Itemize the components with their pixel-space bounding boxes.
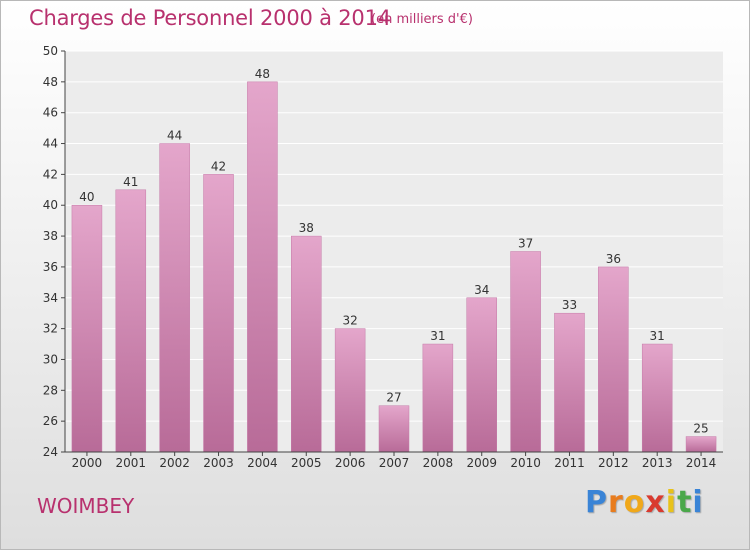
x-tick-label: 2014 [686,456,717,470]
logo-letter: r [608,485,624,520]
chart-title: Charges de Personnel 2000 à 2014 [29,6,391,30]
bar-2003 [203,174,234,453]
y-tick-label: 24 [43,445,58,459]
x-tick-label: 2010 [510,456,541,470]
data-label: 44 [167,129,182,143]
axes: 24 26 28 30 32 34 36 38 40 42 44 46 48 50 2000 2001 2002… [43,44,723,470]
bar-2006 [334,328,366,453]
y-tick-label: 26 [43,414,58,428]
y-tick-label: 48 [43,75,58,89]
y-tick-label: 30 [43,352,58,366]
data-label: 36 [606,252,621,266]
x-tick-label: 2000 [72,456,103,470]
bar-2009 [466,297,497,453]
bar-2004 [247,81,278,453]
bar-2007 [378,405,410,453]
data-label: 25 [693,422,708,436]
data-label: 48 [255,67,270,81]
x-tick-label: 2002 [159,456,190,470]
y-tick-label: 46 [43,106,58,120]
commune-name: WOIMBEY [37,494,135,518]
y-tick-label: 28 [43,383,58,397]
y-tick-label: 34 [43,291,58,305]
bar-2000 [71,204,103,453]
x-tick-label: 2003 [203,456,234,470]
logo-letter: i [692,485,704,520]
x-tick-label: 2009 [466,456,497,470]
data-label: 31 [650,329,665,343]
y-tick-label: 36 [43,260,58,274]
x-tick-label: 2006 [335,456,366,470]
data-label: 32 [342,314,357,328]
y-tick-label: 40 [43,198,58,212]
bar-2014 [685,436,717,453]
data-label: 31 [430,329,445,343]
data-label: 42 [211,159,226,173]
bar-2002 [159,143,190,453]
x-tick-label: 2004 [247,456,278,470]
logo-letter: x [645,485,666,520]
x-tick-label: 2005 [291,456,322,470]
logo-letter: o [623,485,646,520]
data-label: 38 [299,221,314,235]
bar-2001 [115,189,147,453]
logo-letter: t [677,485,693,520]
x-tick-label: 2008 [423,456,454,470]
x-tick-label: 2001 [116,456,147,470]
bar-2008 [422,343,454,453]
data-label: 41 [123,175,138,189]
bar-2005 [291,235,322,453]
chart-subtitle: (en milliers d'€) [371,12,473,27]
x-tick-label: 2012 [598,456,629,470]
y-tick-label: 42 [43,167,58,181]
bar-2011 [554,312,585,453]
logo-letter: P [585,485,608,520]
y-tick-label: 32 [43,322,58,336]
data-label: 37 [518,237,533,251]
data-label: 27 [386,391,401,405]
y-tick-label: 44 [43,137,58,151]
data-label: 33 [562,298,577,312]
logo-letter: i [665,485,678,520]
data-label: 40 [79,190,94,204]
bar-2012 [598,266,629,453]
bar-2010 [510,251,541,453]
proxiti-logo: Proxiti [585,485,704,520]
x-tick-label: 2011 [554,456,585,470]
x-tick-label: 2013 [642,456,673,470]
bars: 40 41 44 42 48 38 32 27 31 34 37 33 36 31 25 [71,67,717,453]
data-label: 34 [474,283,489,297]
y-tick-label: 50 [43,44,58,58]
x-tick-label: 2007 [379,456,410,470]
bar-2013 [641,343,673,453]
y-tick-label: 38 [43,229,58,243]
